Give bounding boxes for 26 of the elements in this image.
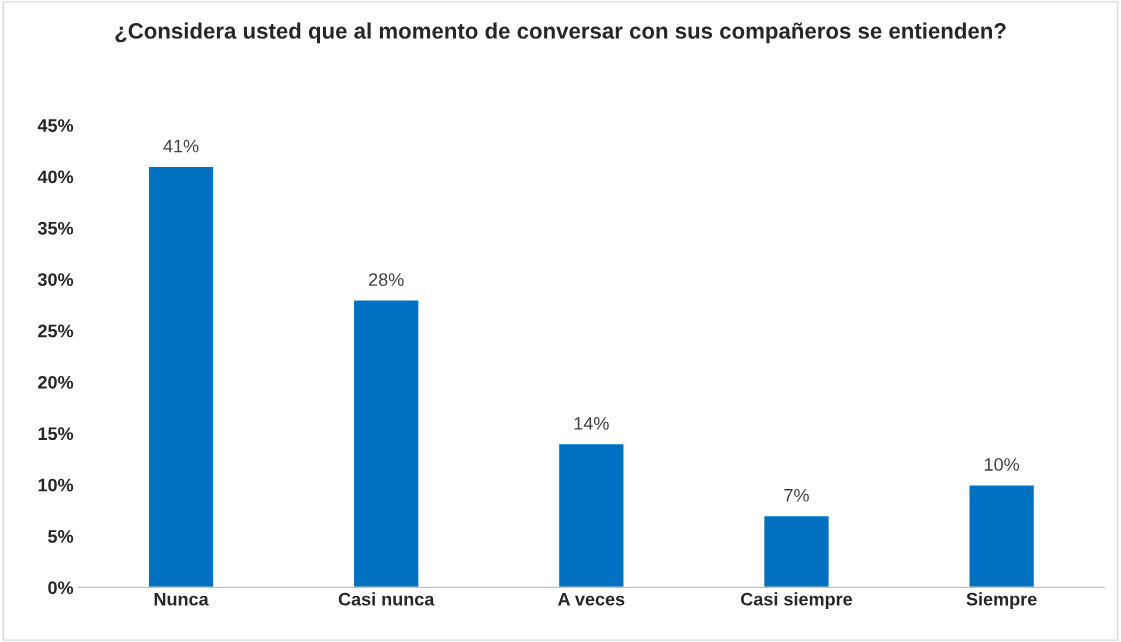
data-label: 7%	[784, 488, 809, 502]
bar	[147, 165, 215, 588]
x-tick-label: Casi siempre	[741, 592, 853, 610]
y-tick-label: 15%	[38, 427, 74, 441]
x-tick-label: Siempre	[966, 592, 1037, 610]
x-tick-label: Nunca	[154, 592, 209, 606]
y-tick-label: 35%	[37, 221, 74, 235]
y-tick-label: 10%	[38, 478, 74, 492]
bar	[762, 514, 830, 588]
data-label: 14%	[574, 417, 609, 430]
bar	[968, 484, 1036, 588]
bar	[557, 442, 625, 588]
data-label: 28%	[369, 273, 404, 286]
data-label: 10%	[984, 458, 1020, 471]
y-tick-label: 20%	[38, 375, 74, 389]
bar	[352, 299, 420, 588]
data-label: 41%	[163, 139, 199, 153]
y-tick-label: 40%	[37, 170, 74, 184]
y-tick-label: 0%	[48, 581, 74, 595]
x-tick-label: A veces	[557, 592, 625, 606]
chart-title: ¿Considera usted que al momento de conversar con sus compañeros se entienden?	[115, 22, 1006, 44]
y-tick-label: 30%	[37, 273, 74, 287]
y-tick-label: 5%	[48, 530, 74, 543]
y-tick-label: 25%	[38, 324, 74, 338]
x-tick-label: Casi nunca	[338, 592, 435, 606]
y-tick-label: 45%	[37, 119, 74, 132]
